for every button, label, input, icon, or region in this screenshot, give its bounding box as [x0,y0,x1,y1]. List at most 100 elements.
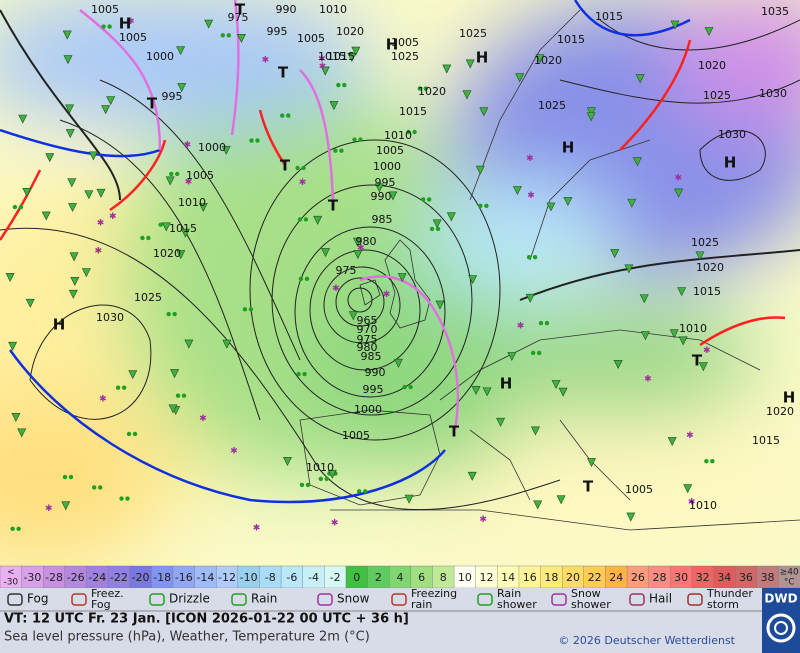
scale-label: < [7,568,15,578]
scale-label: -26 [67,571,85,584]
rain-shower-symbol [613,360,623,369]
isobar-label: 1005 [625,483,653,496]
rain-symbol [704,458,709,464]
snow-symbol: ✱ [184,141,192,151]
rain-symbol [126,431,132,437]
legend-label: Fog [91,598,111,611]
rain-shower-symbol [482,387,492,397]
rain-shower-symbol [68,289,78,299]
rain-shower-symbol [627,198,637,208]
snow-symbol: ✱ [674,173,682,183]
isobar-label: 985 [361,350,382,363]
rain-symbol [358,137,363,142]
rain-shower-symbol [667,437,677,447]
legend-label: Fog [27,592,48,606]
rain-symbol [710,458,715,464]
rain-shower-symbol [640,331,650,341]
rain-shower-symbol [435,300,445,310]
isobar-label: 1010 [679,322,707,335]
snow-symbol: ✱ [688,497,696,507]
snow-symbol: ✱ [109,212,117,222]
isobar-label: 1000 [198,141,226,154]
rain-symbol [119,496,124,501]
rain-shower-symbol [374,183,384,193]
rain-shower-symbol [535,54,545,64]
rain-shower-symbol [388,191,398,201]
snow-symbol: ✱ [332,284,340,294]
rain-shower-symbol [515,73,525,83]
rain-symbol [296,371,301,377]
legend-label: Snow [337,592,370,606]
copyright: © 2026 Deutscher Wetterdienst [558,634,735,647]
scale-label: -24 [88,571,106,584]
snow-symbol: ✱ [230,446,238,456]
snow-symbol: ✱ [262,56,270,66]
isobar-label: 975 [228,11,249,24]
isobar-label: 1025 [134,291,162,304]
rain-shower-symbol [353,237,362,247]
rain-symbol [115,385,121,390]
legend-label: Snow [571,587,601,600]
valid-time: VT: 12 UTC Fr. 23 Jan. [ICON 2026-01-22 … [4,612,409,627]
rain-shower-symbol [222,339,232,349]
scale-label: 0 [353,571,360,584]
rain-symbol [248,307,254,312]
pressure-center: H [724,154,737,172]
rain-shower-symbol [168,404,178,414]
scale-label: 18 [544,571,558,584]
rain-shower-symbol [204,19,214,29]
isobar-label: 1025 [538,99,566,112]
snow-symbol: ✱ [127,17,135,27]
legend: Fog Freez.Fog Drizzle Rain Snow FreezingrainR… [7,587,753,611]
rain-symbol [336,82,341,88]
rain-shower-symbol [467,471,477,481]
rain-symbol [158,222,163,227]
isobar-label: 1010 [384,129,412,142]
isobar-label: 995 [375,176,396,189]
scale-label: 12 [479,571,493,584]
legend-icon [71,593,87,606]
rain-shower-symbol [63,55,73,65]
rain-shower-symbol [468,275,478,285]
rain-shower-symbol [177,83,187,93]
rain-shower-symbol [236,34,246,43]
scale-label: 8 [440,571,447,584]
scale-label: 38 [761,571,775,584]
rain-shower-symbol [70,276,80,286]
rain-symbol [303,217,309,222]
rain-symbol [280,113,285,118]
rain-shower-symbol [677,287,687,297]
isobar-label: 1020 [766,405,794,418]
isobar-label: 1015 [318,50,346,63]
rain-symbol [68,474,74,480]
rain-shower-symbol [586,112,596,122]
rain-shower-symbol [525,293,535,303]
isobar-label: 990 [365,366,386,379]
legend-icon [551,593,567,606]
rain-shower-symbol [465,59,475,69]
rain-symbol [305,482,311,488]
rain-shower-symbol [674,188,684,198]
color-scale: <-30 -30 -28 -26 -24 -22 -20 -18 -16 -14 -12 -10 -8-… [0,565,800,589]
snow-symbol: ✱ [479,515,487,525]
rain-shower-symbol [353,250,363,260]
rain-shower-symbol [462,90,472,100]
scale-label: -12 [218,571,236,584]
rain-shower-symbol [347,53,357,63]
isobar-label: 990 [371,190,392,203]
rain-symbol [286,113,291,118]
snow-symbol: ✱ [45,504,53,514]
rain-shower-symbol [84,190,94,200]
rain-shower-symbol [327,469,337,479]
legend-panel [0,588,762,653]
scale-label: 2 [375,571,382,584]
legend-icon [629,593,645,606]
rain-shower-symbol [176,46,186,56]
rain-symbol [412,129,417,135]
map: ✱ ✱ ✱ ✱ ✱ ✱ ✱ ✱ ✱ ✱ ✱ ✱ ✱ ✱ ✱ ✱ ✱ ✱ ✱ ✱ ✱ ✱ ✱ ✱ ✱ ✱ ✱ ✱ 1005 1005 100… [0,0,800,566]
snow-symbol: ✱ [517,321,525,331]
rain-symbol [333,148,338,153]
rain-symbol [478,203,483,209]
rain-symbol [140,235,145,241]
snow-symbol: ✱ [686,431,694,441]
